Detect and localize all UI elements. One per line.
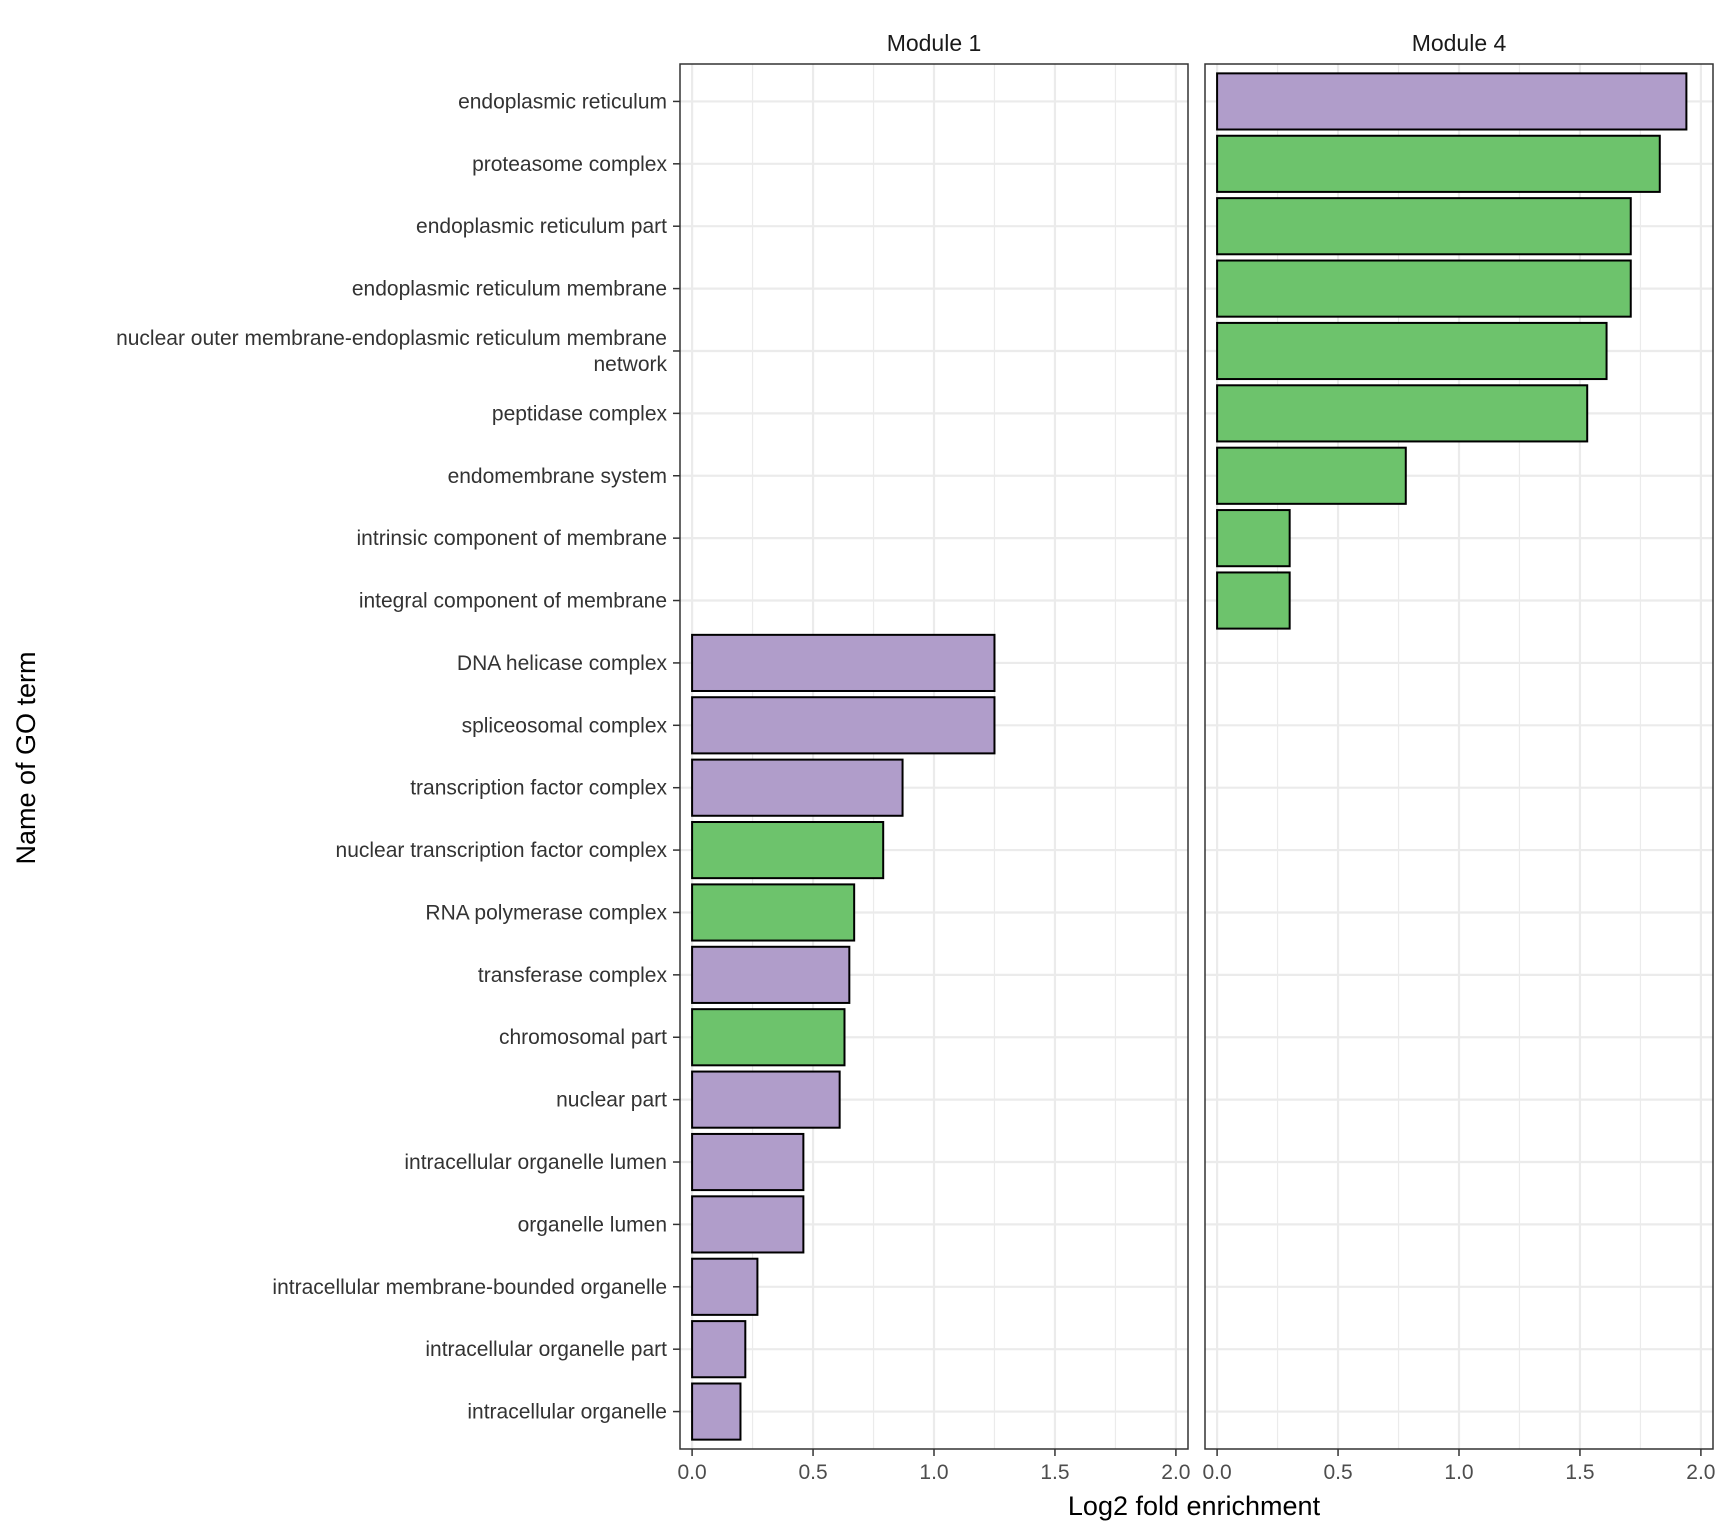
category-label-line: intracellular organelle part	[425, 1338, 667, 1361]
x-tick-label: 0.5	[1323, 1461, 1352, 1484]
bar[interactable]	[691, 1257, 759, 1316]
bar[interactable]	[1216, 384, 1589, 443]
category-label: nuclear transcription factor complex	[336, 839, 668, 862]
x-tick-label: 2.0	[1686, 1461, 1715, 1484]
x-axis-title: Log2 fold enrichment	[1068, 1491, 1321, 1521]
category-label-line: DNA helicase complex	[457, 652, 668, 675]
category-label-line: integral component of membrane	[359, 590, 667, 613]
category-label: intracellular organelle	[467, 1401, 667, 1424]
category-label: endoplasmic reticulum membrane	[352, 278, 667, 301]
bar[interactable]	[691, 883, 856, 942]
category-label-line: transcription factor complex	[410, 777, 667, 800]
category-label: peptidase complex	[492, 402, 668, 425]
category-label: intrinsic component of membrane	[357, 527, 667, 550]
category-label-line: spliceosomal complex	[462, 714, 668, 737]
facet-strip-label: Module 4	[1412, 30, 1507, 56]
category-label: RNA polymerase complex	[425, 901, 667, 924]
x-tick-label: 0.5	[798, 1461, 827, 1484]
bar[interactable]	[1216, 509, 1291, 568]
bar[interactable]	[691, 821, 885, 880]
category-label: integral component of membrane	[359, 590, 667, 613]
x-tick-label: 0.0	[1202, 1461, 1231, 1484]
x-tick-label: 2.0	[1161, 1461, 1190, 1484]
bar[interactable]	[1216, 446, 1407, 505]
category-label-line: organelle lumen	[518, 1213, 667, 1236]
category-label-line: chromosomal part	[499, 1026, 667, 1049]
category-label: intracellular organelle part	[425, 1338, 667, 1361]
category-label-line: endomembrane system	[448, 465, 667, 488]
category-label-line: nuclear transcription factor complex	[336, 839, 668, 862]
x-tick-label: 1.0	[1444, 1461, 1473, 1484]
bar[interactable]	[691, 758, 904, 817]
category-label-line: intracellular organelle	[467, 1401, 667, 1424]
x-tick-label: 1.5	[1040, 1461, 1069, 1484]
category-label-line: endoplasmic reticulum membrane	[352, 278, 667, 301]
bar[interactable]	[691, 696, 996, 755]
category-label-line: nuclear part	[556, 1089, 667, 1112]
x-tick-label: 0.0	[677, 1461, 706, 1484]
bar[interactable]	[1216, 571, 1291, 630]
x-tick-label: 1.5	[1565, 1461, 1594, 1484]
bar[interactable]	[691, 633, 996, 692]
bar[interactable]	[1216, 197, 1632, 256]
category-label-line: network	[593, 353, 667, 376]
category-label-line: intracellular membrane-bounded organelle	[272, 1276, 667, 1299]
category-label: DNA helicase complex	[457, 652, 668, 675]
bar[interactable]	[1216, 259, 1632, 318]
category-label: proteasome complex	[472, 153, 667, 176]
category-label: nuclear part	[556, 1089, 667, 1112]
bar[interactable]	[1216, 134, 1661, 193]
category-label-line: endoplasmic reticulum	[458, 90, 667, 113]
bar[interactable]	[691, 1382, 742, 1441]
bar[interactable]	[1216, 72, 1688, 131]
category-label-line: endoplasmic reticulum part	[416, 215, 667, 238]
bar[interactable]	[691, 1070, 841, 1129]
category-label: transferase complex	[478, 964, 668, 987]
category-label: spliceosomal complex	[462, 714, 668, 737]
category-label: transcription factor complex	[410, 777, 667, 800]
category-label-line: intrinsic component of membrane	[357, 527, 667, 550]
bar[interactable]	[691, 1008, 846, 1067]
category-label: intracellular organelle lumen	[404, 1151, 667, 1174]
category-label-line: transferase complex	[478, 964, 668, 987]
facet-strip-label: Module 1	[887, 30, 982, 56]
category-label: intracellular membrane-bounded organelle	[272, 1276, 667, 1299]
x-tick-label: 1.0	[919, 1461, 948, 1484]
category-label: organelle lumen	[518, 1213, 667, 1236]
bar[interactable]	[691, 945, 851, 1004]
category-label: endomembrane system	[448, 465, 667, 488]
bar[interactable]	[691, 1320, 747, 1379]
bar[interactable]	[691, 1132, 805, 1192]
category-label-line: intracellular organelle lumen	[404, 1151, 667, 1174]
category-label-line: proteasome complex	[472, 153, 667, 176]
category-label-line: peptidase complex	[492, 402, 668, 425]
category-label-line: RNA polymerase complex	[425, 901, 667, 924]
category-label: endoplasmic reticulum	[458, 90, 667, 113]
category-label: endoplasmic reticulum part	[416, 215, 667, 238]
bar[interactable]	[1216, 321, 1608, 381]
category-label: chromosomal part	[499, 1026, 667, 1049]
category-label: nuclear outer membrane-endoplasmic retic…	[116, 327, 667, 376]
category-label-line: nuclear outer membrane-endoplasmic retic…	[116, 327, 667, 350]
bar[interactable]	[691, 1195, 805, 1254]
y-axis-title: Name of GO term	[11, 651, 41, 864]
